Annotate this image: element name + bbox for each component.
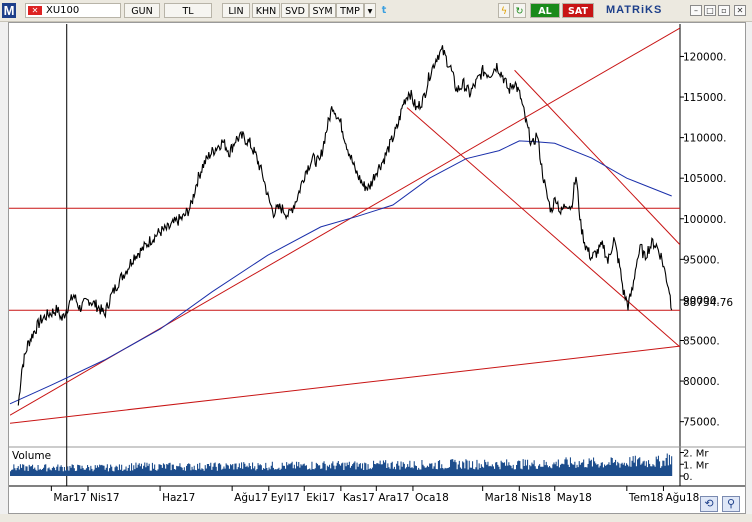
y-tick-label: 75000. [683, 417, 720, 429]
x-tick-label: Nis18 [521, 492, 551, 504]
symbol-input[interactable]: ✕ XU100 [25, 3, 121, 18]
x-tick-label: Eyl17 [271, 492, 300, 504]
y-tick-label: 80000. [683, 376, 720, 388]
currency-button[interactable]: TL [164, 3, 212, 18]
volume-tick-label: 0. [683, 472, 693, 483]
y-tick-label: 85000. [683, 336, 720, 348]
link-icon[interactable]: ⚲ [722, 496, 740, 512]
x-tick-label: Kas17 [343, 492, 375, 504]
lightning-icon[interactable]: ϟ [498, 3, 510, 18]
x-tick-label: Ağu17 [234, 492, 268, 504]
symbol-flag-icon: ✕ [28, 6, 42, 15]
brand-logo: MATRiKS [606, 4, 663, 16]
trend-line [514, 69, 680, 246]
x-tick-label: Oca18 [415, 492, 449, 504]
y-tick-label: 105000. [683, 173, 726, 185]
buy-button[interactable]: AL [530, 3, 560, 18]
khn-button[interactable]: KHN [252, 3, 280, 18]
sync-icon[interactable]: ⟲ [700, 496, 718, 512]
x-tick-label: Eki17 [306, 492, 335, 504]
moving-average-line [9, 140, 672, 405]
y-tick-label: 90000. [683, 295, 720, 307]
y-tick-label: 95000. [683, 254, 720, 266]
twitter-icon[interactable]: t [381, 5, 387, 16]
chart-frame [8, 22, 746, 514]
price-line [17, 45, 673, 406]
sym-button[interactable]: SYM [309, 3, 336, 18]
x-tick-label: May18 [557, 492, 592, 504]
restore-icon[interactable]: □ [704, 5, 716, 16]
app-logo: M [2, 3, 16, 18]
trend-line [406, 107, 680, 348]
x-tick-label: Nis17 [90, 492, 120, 504]
y-tick-label: 100000. [683, 214, 726, 226]
x-tick-label: Haz17 [162, 492, 195, 504]
maximize-icon[interactable]: ▫ [718, 5, 730, 16]
toolbar: M ✕ XU100 GUN TL LIN KHN SVD SYM TMP ▾ t… [0, 0, 752, 22]
close-icon[interactable]: ✕ [734, 5, 746, 16]
volume-bars [10, 453, 673, 476]
symbol-text: XU100 [46, 5, 80, 16]
y-tick-label: 110000. [683, 133, 726, 145]
x-tick-label: Mar18 [485, 492, 518, 504]
template-button[interactable]: TMP [336, 3, 364, 18]
volume-title: Volume [12, 450, 51, 462]
refresh-icon[interactable]: ↻ [513, 3, 526, 18]
trend-line [10, 345, 680, 424]
x-tick-label: Mar17 [53, 492, 86, 504]
x-tick-label: Ara17 [378, 492, 409, 504]
last-value-label: 88734.76 [683, 297, 733, 309]
dropdown-icon[interactable]: ▾ [364, 3, 376, 18]
volume-tick-label: 1. Mr [683, 460, 709, 471]
x-tick-label: Tem18 [628, 492, 664, 504]
y-tick-label: 120000. [683, 51, 726, 63]
period-button[interactable]: GUN [124, 3, 160, 18]
volume-tick-label: 2. Mr [683, 449, 709, 460]
minimize-icon[interactable]: – [690, 5, 702, 16]
y-tick-label: 115000. [683, 92, 726, 104]
svd-button[interactable]: SVD [281, 3, 309, 18]
sell-button[interactable]: SAT [562, 3, 594, 18]
scale-button[interactable]: LIN [222, 3, 250, 18]
x-tick-label: Ağu18 [665, 492, 699, 504]
footer-bar [0, 514, 752, 522]
